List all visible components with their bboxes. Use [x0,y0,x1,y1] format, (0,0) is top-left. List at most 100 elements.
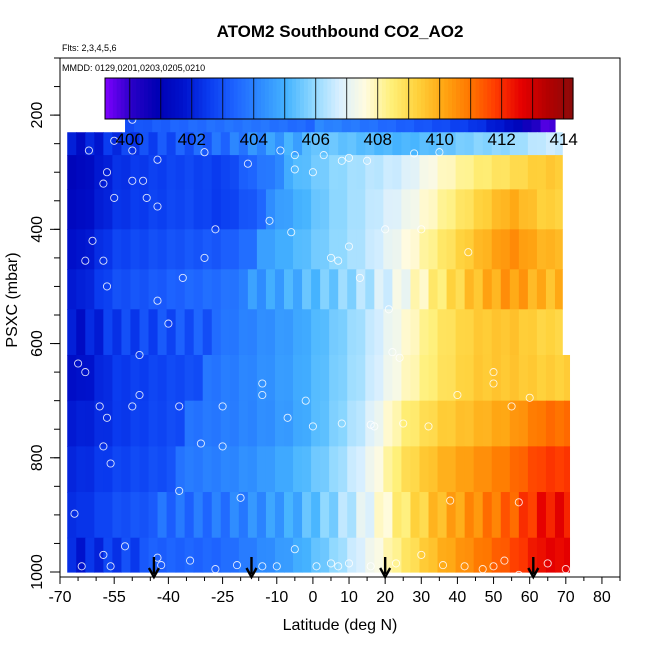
heatmap-cell [229,229,240,270]
heatmap-cell [202,155,213,190]
heatmap-cell [265,189,276,230]
heatmap-cell [211,446,222,493]
heatmap-cell [464,189,475,230]
colorbar-swatch [370,78,375,119]
heatmap-cell [166,269,177,310]
heatmap-cell [473,229,484,270]
heatmap-cell [365,189,375,230]
heatmap-cell [383,400,393,447]
heatmap-cell [211,155,222,190]
heatmap-cell [139,354,150,402]
heatmap-cell [139,492,150,539]
heatmap-cell [247,309,258,356]
heatmap-cell [536,354,547,402]
heatmap-cell [67,155,77,190]
colorbar-swatch [249,78,254,119]
heatmap-cell [365,537,375,573]
colorbar-swatch [413,78,418,119]
heatmap-cell [121,446,132,493]
colorbar-swatch [420,78,426,119]
heatmap-cell [365,132,375,156]
heatmap-cell [265,492,276,539]
sample-point [344,153,354,162]
heatmap-cell [274,400,285,447]
heatmap-cell [134,109,144,133]
heatmap-cell [274,354,285,402]
heatmap-cell [302,189,312,230]
heatmap-cell [94,155,104,190]
heatmap-cell [564,492,571,539]
heatmap-cell [67,229,77,270]
heatmap-cell [356,354,366,402]
heatmap-cell [383,269,393,310]
heatmap-cell [518,229,529,270]
colorbar-swatch [307,78,313,119]
heatmap-cell [554,537,565,573]
heatmap-cell [338,492,348,539]
sample-point [435,148,444,157]
heatmap-cell [67,492,77,539]
heatmap-cell [238,229,249,270]
heatmap-cell [365,309,375,356]
heatmap-cell [320,492,330,539]
heatmap-cell [564,446,571,493]
colorbar-swatch [214,78,219,119]
colorbar-swatch [331,78,336,119]
sample-point [366,562,375,571]
heatmap-cell [211,537,222,573]
heatmap-cell [166,309,177,356]
heatmap-cell [554,132,563,156]
heatmap-cell [518,492,529,539]
heatmap-cell [202,269,213,310]
heatmap-cell [311,132,321,156]
colorbar-swatch [483,78,488,119]
colorbar-swatch [272,78,278,119]
heatmap-cell [256,155,267,190]
colorbar-swatch [108,78,114,119]
heatmap-cell [293,354,303,402]
heatmap-cell [112,446,123,493]
heatmap-cell [103,400,113,447]
sample-point [453,390,462,400]
heatmap-cell [76,537,86,573]
heatmap-cell [513,109,524,133]
heatmap-cell [265,354,276,402]
colorbar-swatch [284,78,289,119]
heatmap-cell [564,400,571,447]
colorbar-swatch [323,78,328,119]
heatmap-cell [329,446,339,493]
heatmap-cell [67,400,77,447]
heatmap-cell [247,446,258,493]
heatmap-cell [518,400,529,447]
heatmap-cell [374,446,384,493]
heatmap-cell [347,492,357,539]
colorbar-swatch [163,78,168,119]
heatmap-cell [536,229,547,270]
colorbar-swatch [459,78,465,119]
heatmap-cell [464,229,475,270]
heatmap-cell [211,492,222,539]
heatmap-cell [284,354,294,402]
heatmap-cell [130,155,141,190]
heatmap-cell [437,354,448,402]
heatmap-cell [220,537,231,573]
heatmap-cell [518,155,529,190]
colorbar-swatch [358,78,363,119]
x-tick-label: 50 [485,589,503,606]
colorbar-swatch [194,78,200,119]
colorbar-swatch [136,78,141,119]
heatmap-cell [437,446,448,493]
heatmap-cell [284,132,294,156]
colorbar-tick-label: 412 [488,130,516,149]
colorbar-swatch [120,78,126,119]
y-axis-label: PSXC (mbar) [4,252,21,347]
heatmap-cell [296,109,307,133]
heatmap-cell [500,229,511,270]
heatmap-cell [121,269,132,310]
heatmap-cell [247,537,258,573]
heatmap-cell [356,492,366,539]
heatmap-cell [184,189,195,230]
heatmap-cell [446,354,457,402]
x-tick-label: -55 [103,589,126,606]
